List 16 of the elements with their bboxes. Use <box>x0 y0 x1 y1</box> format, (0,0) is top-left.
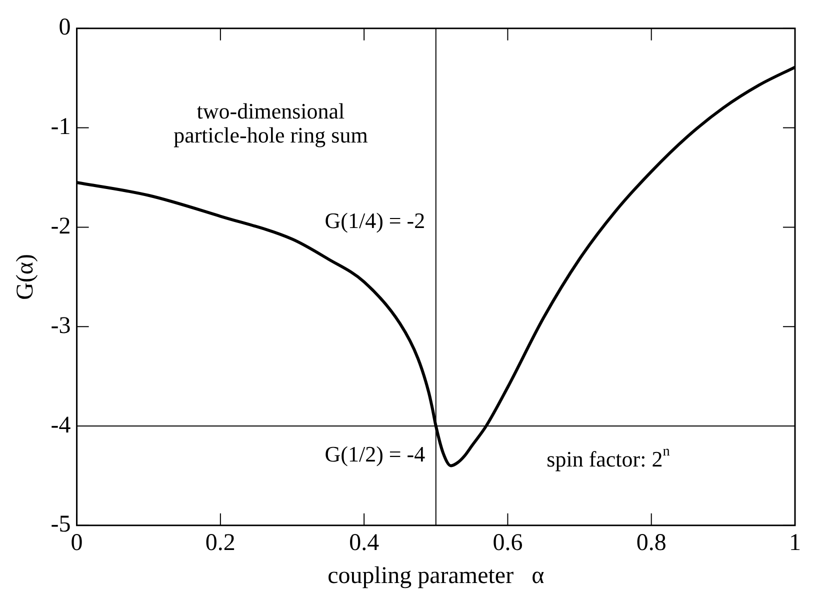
annotation: G(1/4) = -2 <box>324 208 426 234</box>
x-tick-label: 0.2 <box>205 530 236 556</box>
x-axis-title: coupling parameter α <box>328 562 545 589</box>
y-axis-title: G(α) <box>12 254 39 300</box>
x-tick-label: 0.6 <box>492 530 523 556</box>
y-tick-label: -3 <box>50 312 71 339</box>
annotation: G(1/2) = -4 <box>324 442 426 467</box>
x-tick-label: 0.8 <box>636 530 666 556</box>
y-tick-label: -1 <box>50 114 71 140</box>
y-tick-label: -5 <box>50 512 71 538</box>
x-tick-label: 1 <box>789 530 801 556</box>
x-tick-label: 0.4 <box>349 530 380 556</box>
y-tick-label: -4 <box>50 412 71 438</box>
annotation: two-dimensional particle-hole ring sum <box>174 98 368 148</box>
y-tick-label: -2 <box>50 213 71 240</box>
y-tick-label: 0 <box>58 14 71 41</box>
